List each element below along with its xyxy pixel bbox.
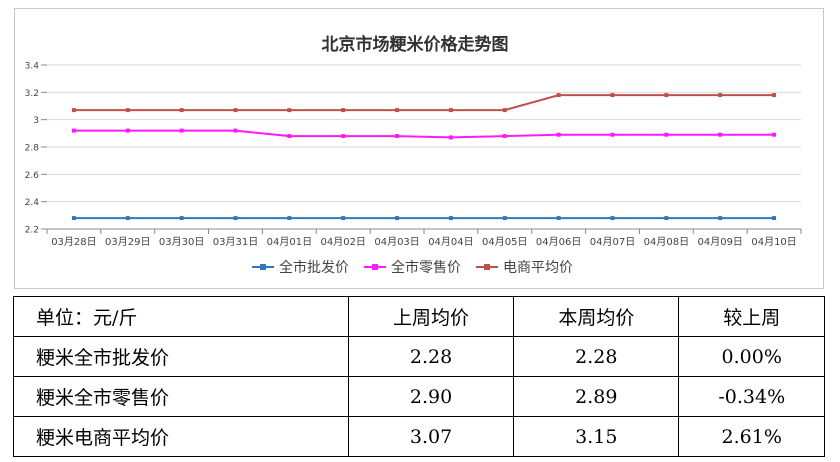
x-tick-label: 03月31日: [213, 236, 258, 248]
series-line-1: [73, 129, 775, 139]
chart-title: 北京市场粳米价格走势图: [322, 34, 509, 55]
data-point-marker: [664, 132, 669, 137]
x-tick-label: 04月10日: [751, 236, 796, 248]
data-point-marker: [233, 108, 238, 113]
change-value: 2.61%: [678, 416, 825, 457]
data-point-marker: [341, 108, 346, 113]
data-point-marker: [287, 134, 292, 139]
data-point-marker: [664, 216, 669, 221]
table-header-last-week: 上周均价: [347, 296, 515, 337]
data-point-marker: [610, 93, 615, 98]
data-point-marker: [664, 93, 669, 98]
data-point-marker: [179, 216, 184, 221]
data-point-marker: [125, 216, 130, 221]
y-tick-label: 2.6: [25, 171, 40, 181]
data-point-marker: [341, 134, 346, 139]
data-point-marker: [341, 216, 346, 221]
table-header-unit: 单位：元/斤: [13, 296, 349, 337]
data-point-marker: [718, 93, 723, 98]
x-tick-label: 03月28日: [51, 236, 96, 248]
legend-swatch-marker: [372, 264, 378, 270]
this-week-value: 2.28: [513, 336, 680, 377]
this-week-value: 3.15: [513, 416, 680, 457]
data-point-marker: [125, 108, 130, 113]
row-label: 粳米全市零售价: [13, 376, 349, 417]
x-tick-label: 03月30日: [159, 236, 204, 248]
data-point-marker: [448, 135, 453, 140]
x-tick-label: 04月06日: [536, 236, 581, 248]
table-header-row: 单位：元/斤 上周均价 本周均价 较上周: [13, 296, 825, 337]
data-point-marker: [395, 216, 400, 221]
data-point-marker: [395, 108, 400, 113]
x-tick-label: 04月08日: [644, 236, 689, 248]
data-point-marker: [556, 216, 561, 221]
data-point-marker: [772, 93, 777, 98]
table-row: 粳米全市批发价 2.28 2.28 0.00%: [13, 336, 825, 377]
data-point-marker: [556, 132, 561, 137]
x-tick-label: 04月03日: [374, 236, 419, 248]
chart-container: 北京市场粳米价格走势图 2.2 2.4 2.6 2.8 3 3.2 3.4 03月28日 03月2…: [14, 8, 824, 289]
data-point-marker: [125, 128, 130, 133]
change-value: -0.34%: [678, 376, 825, 417]
data-point-marker: [772, 216, 777, 221]
this-week-value: 2.89: [513, 376, 680, 417]
y-tick-label: 3.4: [25, 62, 40, 72]
data-point-marker: [610, 132, 615, 137]
legend-label: 全市零售价: [391, 259, 461, 276]
legend-swatch-marker: [484, 264, 490, 270]
data-point-marker: [71, 108, 76, 113]
data-point-marker: [718, 216, 723, 221]
x-tick-label: 04月04日: [428, 236, 473, 248]
data-point-marker: [448, 108, 453, 113]
data-point-marker: [233, 128, 238, 133]
legend-label: 电商平均价: [503, 260, 573, 276]
table-row: 粳米电商平均价 3.07 3.15 2.61%: [13, 416, 825, 457]
last-week-value: 2.28: [347, 336, 515, 377]
data-point-marker: [502, 216, 507, 221]
legend-label: 全市批发价: [279, 259, 349, 276]
data-point-marker: [556, 93, 561, 98]
data-point-marker: [179, 108, 184, 113]
row-label: 粳米全市批发价: [13, 336, 349, 377]
last-week-value: 2.90: [347, 376, 515, 417]
y-tick-label: 2.4: [25, 198, 40, 208]
table-header-this-week: 本周均价: [513, 296, 680, 337]
data-point-marker: [71, 216, 76, 221]
data-point-marker: [502, 134, 507, 139]
table-row: 粳米全市零售价 2.90 2.89 -0.34%: [13, 376, 825, 417]
line-chart: 北京市场粳米价格走势图 2.2 2.4 2.6 2.8 3 3.2 3.4 03月28日 03月2…: [25, 34, 802, 276]
series-line-2: [73, 94, 775, 112]
legend-swatch-marker: [260, 264, 266, 270]
last-week-value: 3.07: [347, 416, 515, 457]
data-point-marker: [772, 132, 777, 137]
data-point-marker: [718, 132, 723, 137]
data-point-marker: [395, 134, 400, 139]
data-point-marker: [71, 128, 76, 133]
y-tick-label: 2.8: [25, 144, 40, 154]
table-header-change: 较上周: [678, 296, 825, 337]
data-point-marker: [287, 108, 292, 113]
data-point-marker: [287, 216, 292, 221]
x-tick-label: 04月01日: [267, 236, 312, 248]
y-tick-label: 3.2: [25, 89, 39, 99]
change-value: 0.00%: [678, 336, 825, 377]
row-label: 粳米电商平均价: [13, 416, 349, 457]
data-point-marker: [448, 216, 453, 221]
data-point-marker: [610, 216, 615, 221]
x-tick-label: 04月09日: [697, 236, 742, 248]
x-tick-label: 04月02日: [320, 236, 365, 248]
data-point-marker: [502, 108, 507, 113]
data-point-marker: [179, 128, 184, 133]
price-summary-table: 单位：元/斤 上周均价 本周均价 较上周 粳米全市批发价 2.28 2.28 0…: [13, 296, 825, 457]
data-point-marker: [233, 216, 238, 221]
y-tick-label: 3: [33, 116, 39, 126]
y-tick-label: 2.2: [25, 226, 39, 236]
x-tick-label: 04月05日: [482, 236, 527, 248]
x-tick-label: 04月07日: [590, 236, 635, 248]
x-tick-label: 03月29日: [105, 236, 150, 248]
